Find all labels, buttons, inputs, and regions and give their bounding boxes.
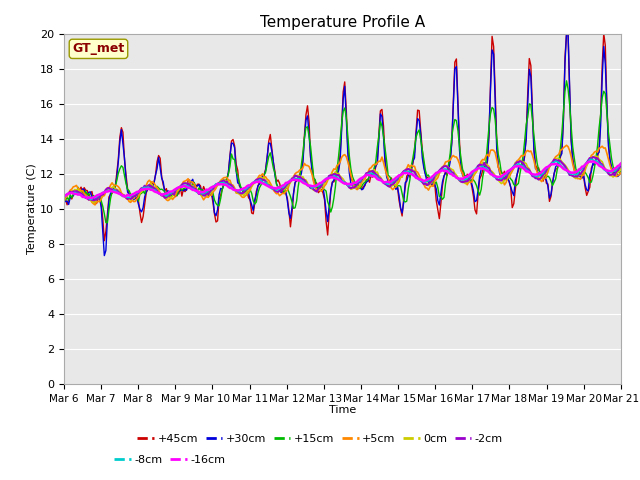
Y-axis label: Temperature (C): Temperature (C): [28, 163, 37, 254]
Title: Temperature Profile A: Temperature Profile A: [260, 15, 425, 30]
Legend: -8cm, -16cm: -8cm, -16cm: [110, 451, 230, 470]
X-axis label: Time: Time: [329, 405, 356, 415]
Text: GT_met: GT_met: [72, 42, 125, 55]
